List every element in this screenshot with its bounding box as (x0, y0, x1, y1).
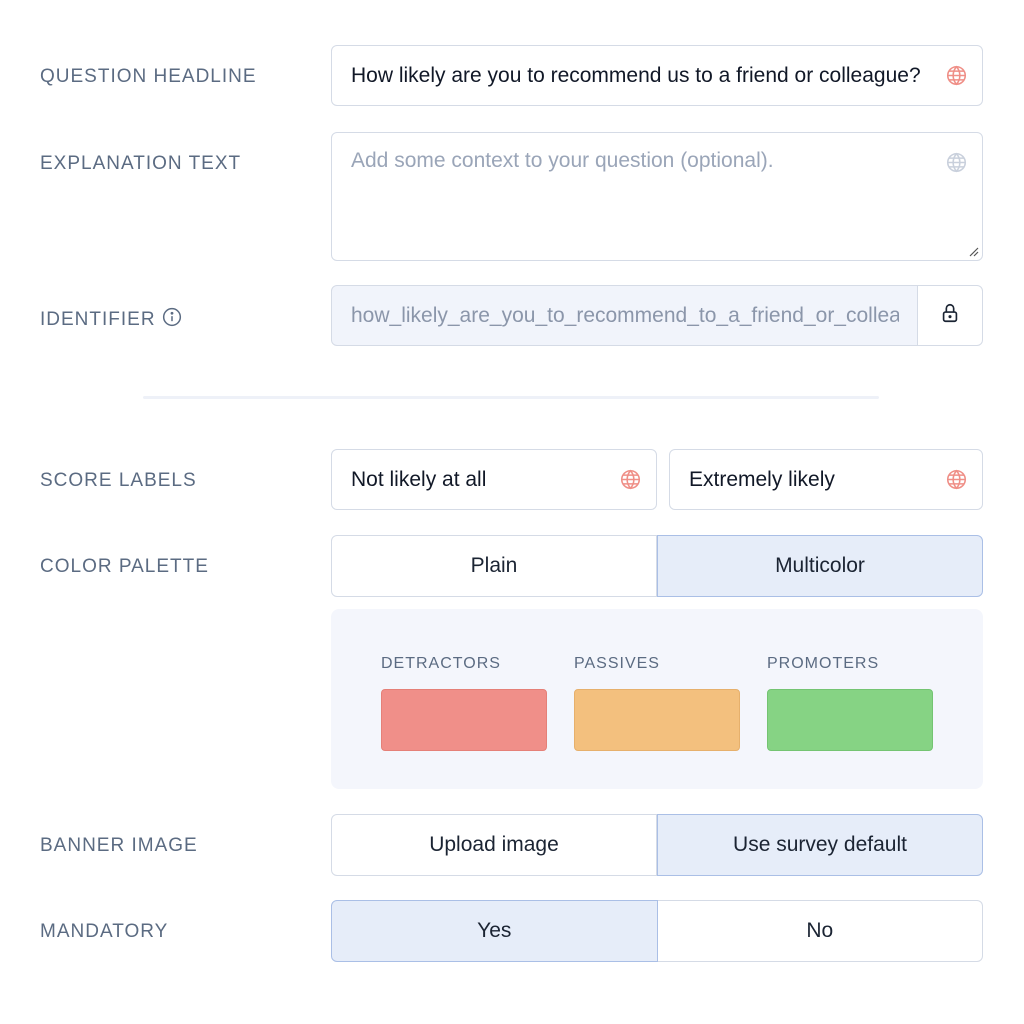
palette-option-multicolor[interactable]: Multicolor (657, 535, 983, 597)
score-label-low-value: Not likely at all (351, 467, 487, 491)
question-headline-label: QUESTION HEADLINE (40, 66, 257, 88)
lock-button[interactable] (917, 285, 983, 346)
info-icon[interactable] (162, 307, 182, 333)
lock-icon (939, 302, 961, 329)
question-headline-input[interactable]: How likely are you to recommend us to a … (331, 45, 983, 106)
banner-image-toggle: Upload image Use survey default (331, 814, 983, 876)
mandatory-no-option[interactable]: No (657, 900, 983, 962)
question-headline-label-text: QUESTION HEADLINE (40, 66, 257, 87)
explanation-text-input[interactable]: Add some context to your question (optio… (331, 132, 983, 261)
passives-color-swatch[interactable] (574, 689, 740, 751)
section-divider (143, 396, 879, 399)
translate-globe-icon[interactable] (943, 467, 969, 493)
mandatory-label: MANDATORY (40, 921, 168, 943)
passives-group: PASSIVES (574, 655, 740, 751)
resize-handle-icon[interactable] (967, 245, 979, 257)
identifier-input[interactable]: how_likely_are_you_to_recommend_to_a_fri… (331, 285, 918, 346)
promoters-label: PROMOTERS (767, 655, 880, 672)
color-palette-label: COLOR PALETTE (40, 556, 209, 578)
question-headline-value: How likely are you to recommend us to a … (351, 63, 921, 87)
detractors-color-swatch[interactable] (381, 689, 547, 751)
explanation-text-label-text: EXPLANATION TEXT (40, 153, 242, 174)
score-labels-label: SCORE LABELS (40, 470, 197, 492)
score-label-low-input[interactable]: Not likely at all (331, 449, 657, 510)
detractors-label: DETRACTORS (381, 655, 501, 672)
explanation-text-label: EXPLANATION TEXT (40, 153, 241, 175)
promoters-group: PROMOTERS (767, 655, 933, 751)
score-label-high-value: Extremely likely (689, 467, 835, 491)
detractors-group: DETRACTORS (381, 655, 547, 751)
upload-image-option[interactable]: Upload image (331, 814, 657, 876)
translate-globe-icon[interactable] (943, 63, 969, 89)
palette-preview: DETRACTORS PASSIVES PROMOTERS (331, 609, 983, 789)
identifier-label-text: IDENTIFIER (40, 309, 156, 330)
banner-image-label: BANNER IMAGE (40, 835, 198, 857)
mandatory-label-text: MANDATORY (40, 921, 169, 942)
mandatory-yes-option[interactable]: Yes (331, 900, 658, 962)
translate-globe-icon[interactable] (617, 467, 643, 493)
banner-image-label-text: BANNER IMAGE (40, 835, 198, 856)
score-label-high-input[interactable]: Extremely likely (669, 449, 983, 510)
translate-globe-icon[interactable] (943, 149, 969, 175)
palette-option-plain[interactable]: Plain (331, 535, 657, 597)
promoters-color-swatch[interactable] (767, 689, 933, 751)
identifier-label: IDENTIFIER (40, 307, 182, 333)
color-palette-toggle: Plain Multicolor (331, 535, 983, 597)
explanation-text-placeholder: Add some context to your question (optio… (351, 149, 774, 172)
color-palette-label-text: COLOR PALETTE (40, 556, 209, 577)
mandatory-toggle: Yes No (331, 900, 983, 962)
use-survey-default-option[interactable]: Use survey default (657, 814, 983, 876)
passives-label: PASSIVES (574, 655, 660, 672)
identifier-value: how_likely_are_you_to_recommend_to_a_fri… (351, 303, 899, 327)
score-labels-label-text: SCORE LABELS (40, 470, 197, 491)
